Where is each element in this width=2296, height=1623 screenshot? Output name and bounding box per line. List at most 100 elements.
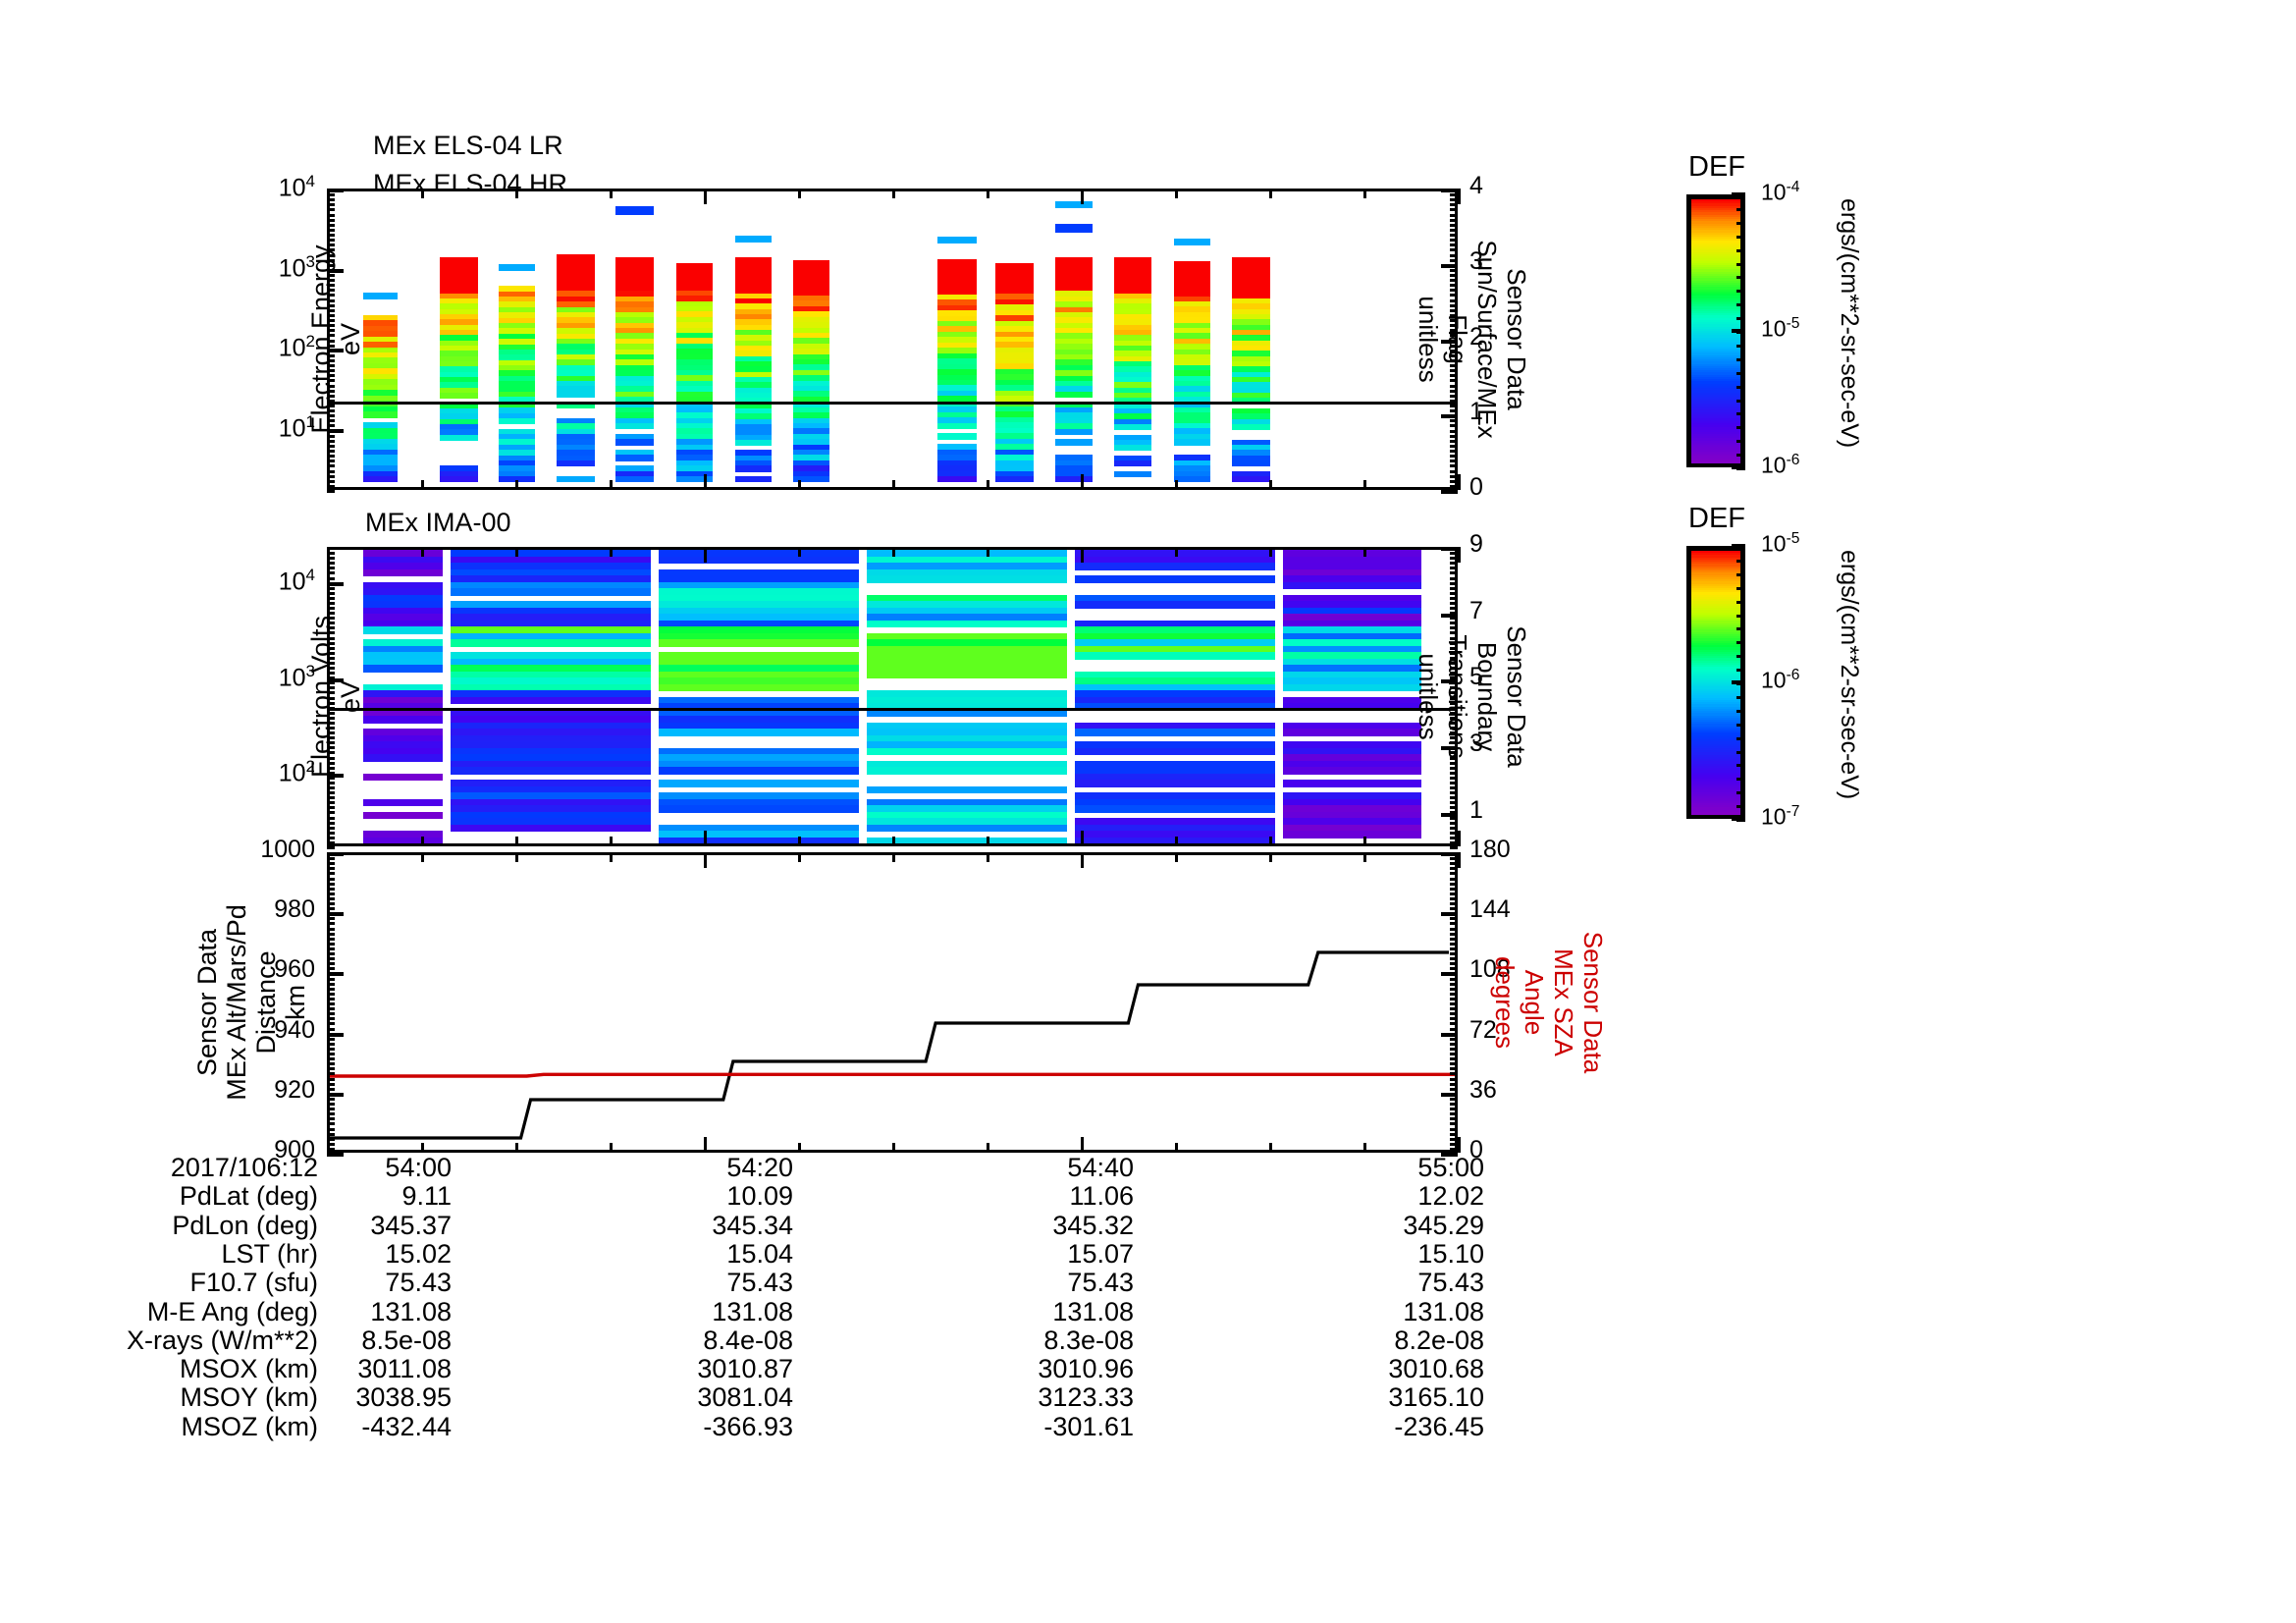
spectrogram-cell (615, 344, 655, 351)
spectrogram-cell (1055, 322, 1093, 329)
spectrogram-cell (1074, 550, 1275, 558)
spectrogram-cell (615, 455, 655, 461)
spectrogram-cell (1113, 445, 1151, 452)
table-cell: 8.5e-08 (361, 1325, 452, 1355)
spectrogram-cell (450, 767, 651, 775)
spectrogram-cell (1232, 413, 1271, 420)
spectrogram-cell (498, 339, 535, 346)
spectrogram-cell (675, 285, 713, 292)
spectrogram-cell (675, 406, 713, 414)
spectrogram-cell (734, 465, 773, 472)
spectrogram-cell (440, 429, 479, 436)
spectrogram-cell (450, 734, 651, 743)
spectrogram-cell (615, 257, 655, 292)
panel-ima-plot[interactable] (327, 547, 1458, 846)
spectrogram-cell (866, 690, 1067, 698)
spectrogram-cell (1113, 351, 1151, 357)
spectrogram-cell (363, 563, 443, 570)
spectrogram-cell (363, 652, 443, 660)
spectrogram-cell (1232, 387, 1271, 394)
spectrogram-cell (615, 439, 655, 446)
spectrogram-cell (1074, 837, 1275, 843)
spectrogram-cell (793, 391, 829, 398)
spectrogram-cell (1055, 412, 1093, 419)
spectrogram-cell (1074, 741, 1275, 749)
spectrogram-cell (1113, 308, 1151, 315)
spectrogram-cell (1173, 375, 1211, 382)
spectrogram-cell (1074, 677, 1275, 685)
spectrogram-cell (363, 455, 398, 461)
spectrogram-cell (1282, 658, 1421, 667)
spectrogram-cell (793, 259, 829, 297)
spectrogram-cell (936, 315, 977, 322)
axis-tick (327, 1092, 344, 1097)
spectrogram-cell (363, 325, 398, 332)
spectrogram-cell (440, 403, 479, 409)
spectrogram-cell (675, 316, 713, 324)
spectrogram-cell (675, 333, 713, 340)
spectrogram-cell (866, 556, 1067, 565)
spectrogram-cell (658, 601, 859, 609)
spectrogram-cell (363, 460, 398, 466)
spectrogram-cell (498, 317, 535, 324)
colorbar-title: DEF (1688, 503, 1745, 534)
colorbar-tick-label: 10-5 (1761, 530, 1800, 557)
spectrogram-cell (363, 798, 443, 807)
spectrogram-cell (658, 805, 859, 813)
spectrogram-cell (658, 620, 859, 628)
panel-alt-plot[interactable] (327, 852, 1458, 1153)
axis-tick (1441, 852, 1458, 856)
table-cell: 345.37 (370, 1210, 452, 1240)
spectrogram-cell (866, 671, 1067, 679)
spectrogram-cell (363, 368, 398, 375)
spectrogram-cell (1173, 333, 1211, 340)
spectrogram-cell (498, 476, 535, 483)
spectrogram-cell (440, 257, 479, 294)
els-right-label-line4: unitless (1414, 296, 1443, 383)
axis-tick-label: 9 (1469, 530, 1483, 558)
spectrogram-cell (1282, 665, 1421, 673)
panel-els-plot[interactable] (327, 189, 1458, 490)
spectrogram-cell (734, 235, 773, 243)
axis-tick-label: 104 (278, 565, 315, 596)
table-cell: 11.06 (1069, 1181, 1134, 1212)
spectrogram-cell (866, 652, 1067, 660)
spectrogram-cell (450, 563, 651, 570)
spectrogram-cell (793, 338, 829, 345)
axis-tick-label: 980 (274, 895, 315, 924)
axis-tick-label: 5 (1469, 663, 1483, 691)
spectrogram-cell (557, 386, 596, 393)
spectrogram-cell (1232, 345, 1271, 352)
axis-tick (327, 912, 344, 917)
spectrogram-cell (1055, 364, 1093, 372)
spectrogram-cell (1074, 722, 1275, 730)
spectrogram-cell (440, 418, 479, 425)
spectrogram-cell (557, 344, 596, 351)
spectrogram-cell (1113, 434, 1151, 441)
axis-tick-label: 4 (1469, 172, 1483, 199)
table-cell: 3081.04 (697, 1382, 793, 1413)
spectrogram-cell (658, 824, 859, 833)
spectrogram-cell (1282, 639, 1421, 647)
spectrogram-cell (363, 475, 398, 483)
axis-tick (1441, 339, 1458, 344)
spectrogram-cell (793, 428, 829, 435)
axis-tick-label: 36 (1469, 1075, 1497, 1104)
spectrogram-cell (866, 798, 1067, 807)
ima-right-label-line2: Boundary (1472, 641, 1502, 752)
spectrogram-cell (866, 614, 1067, 622)
spectrogram-cell (866, 639, 1067, 647)
spectrogram-cell (1173, 465, 1211, 472)
spectrogram-cell (1232, 407, 1271, 415)
spectrogram-cell (1232, 450, 1271, 457)
spectrogram-cell (793, 369, 829, 377)
alt-left-label-line3: Distance (251, 950, 281, 1055)
spectrogram-cell (363, 588, 443, 596)
spectrogram-cell (734, 403, 773, 409)
spectrogram-cell (936, 321, 977, 328)
spectrogram-cell (793, 353, 829, 360)
spectrogram-cell (450, 690, 651, 698)
spectrogram-cell (450, 818, 651, 826)
spectrogram-cell (658, 671, 859, 679)
spectrogram-cell (936, 460, 977, 466)
